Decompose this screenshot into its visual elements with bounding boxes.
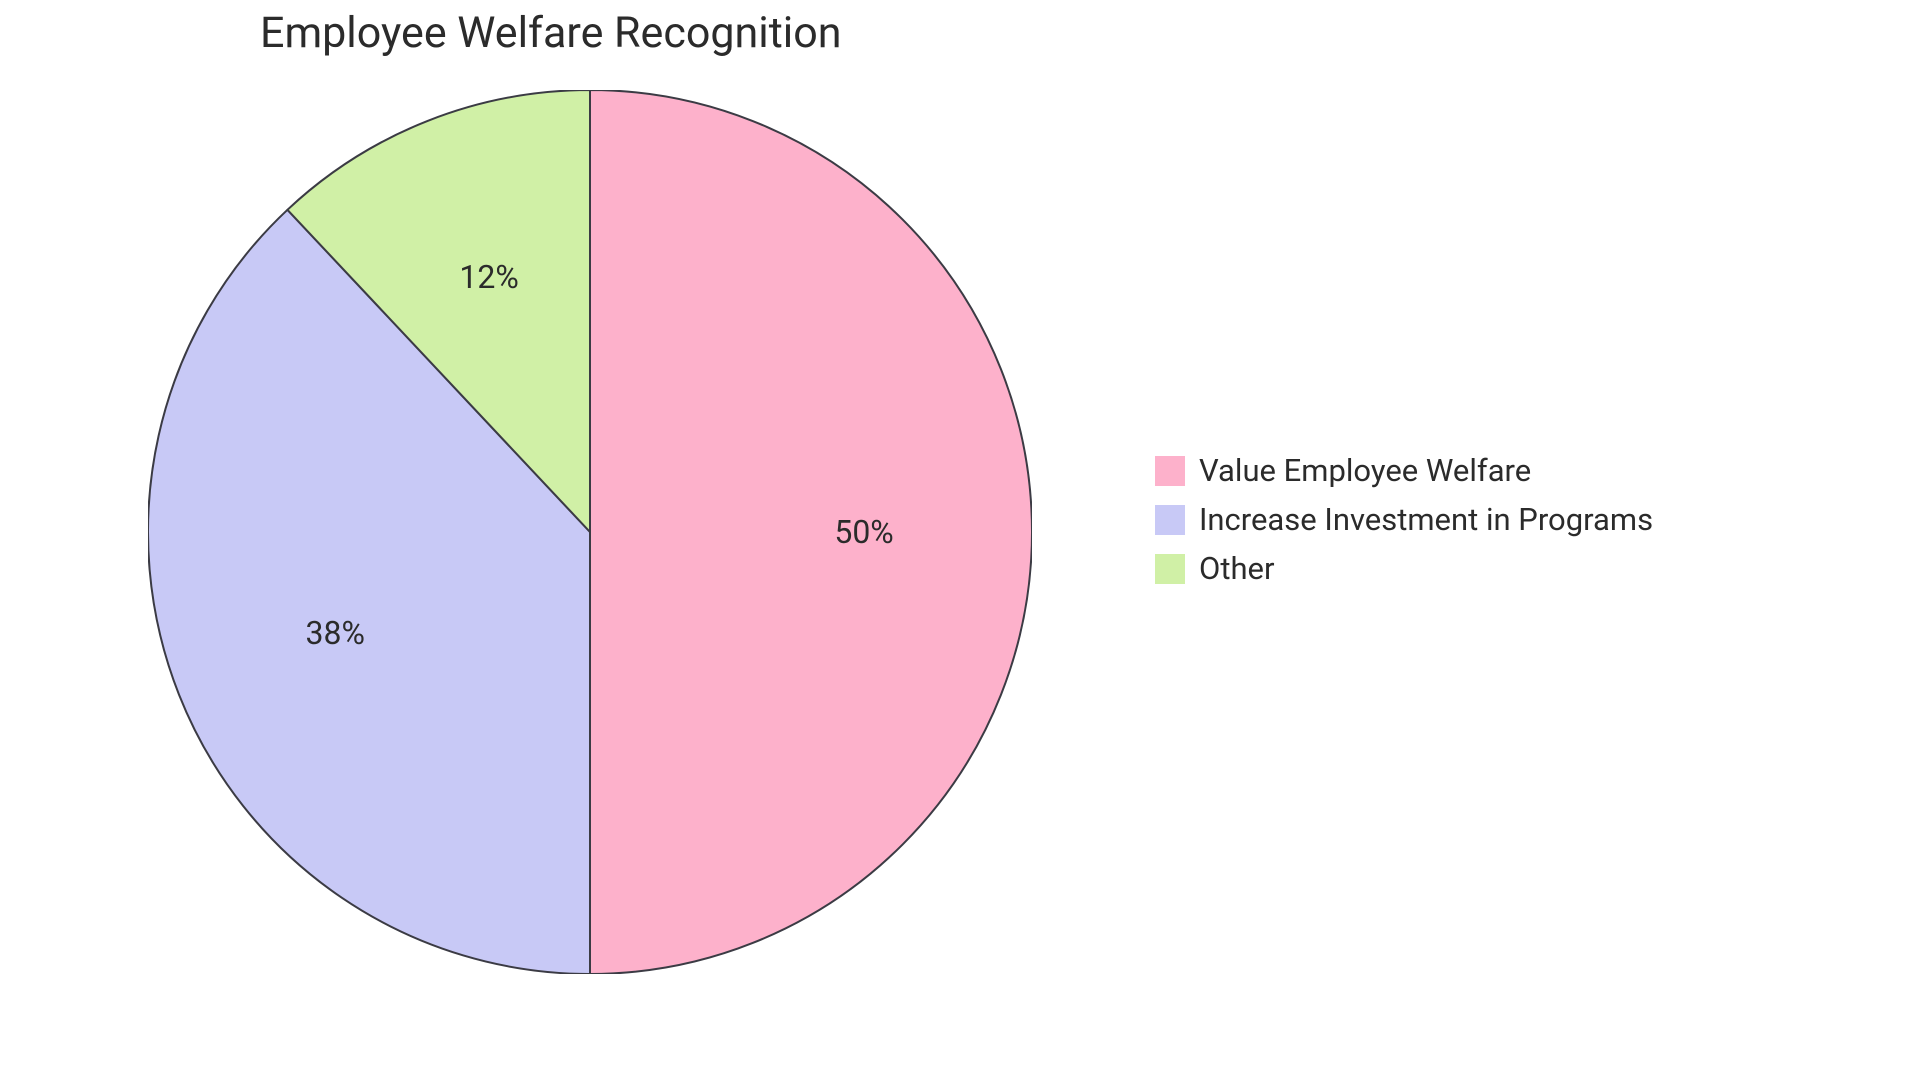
pie-chart: 50% 38% 12%: [148, 90, 1032, 974]
legend-label-0: Value Employee Welfare: [1199, 452, 1531, 489]
slice-label-1: 38%: [306, 614, 365, 652]
legend-item-0: Value Employee Welfare: [1155, 452, 1653, 489]
pie-slice-0: [590, 90, 1032, 974]
legend-item-2: Other: [1155, 550, 1653, 587]
pie-svg: [148, 90, 1032, 974]
chart-stage: Employee Welfare Recognition 50% 38% 12% V…: [0, 0, 1920, 1080]
legend: Value Employee Welfare Increase Investmen…: [1155, 452, 1653, 599]
legend-swatch-0: [1155, 456, 1185, 486]
slice-label-2: 12%: [459, 258, 518, 296]
legend-label-2: Other: [1199, 550, 1275, 587]
legend-swatch-1: [1155, 505, 1185, 535]
slice-label-0: 50%: [834, 513, 893, 551]
legend-item-1: Increase Investment in Programs: [1155, 501, 1653, 538]
legend-swatch-2: [1155, 554, 1185, 584]
chart-title: Employee Welfare Recognition: [260, 8, 842, 58]
legend-label-1: Increase Investment in Programs: [1199, 501, 1653, 538]
